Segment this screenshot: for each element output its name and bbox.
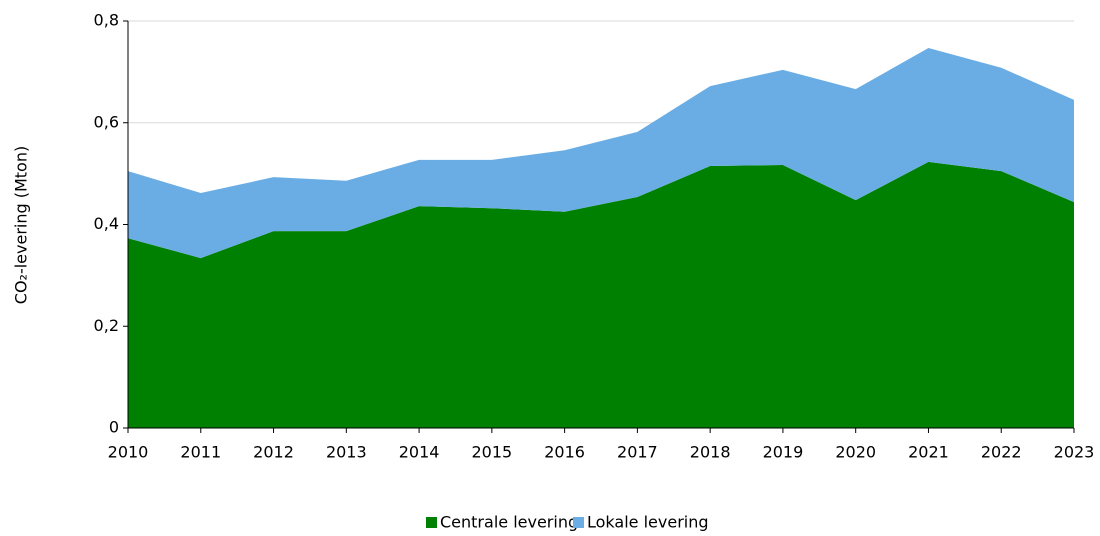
legend-swatch — [573, 517, 584, 528]
x-tick-label: 2022 — [981, 443, 1022, 462]
area — [128, 161, 1074, 428]
x-tick-label: 2015 — [471, 443, 512, 462]
legend-label: Lokale levering — [587, 513, 709, 532]
legend-swatch — [426, 517, 437, 528]
x-tick-label: 2020 — [835, 443, 876, 462]
x-tick-label: 2016 — [544, 443, 585, 462]
y-tick-label: 0,4 — [94, 214, 119, 233]
x-tick-label: 2018 — [690, 443, 731, 462]
legend-label: Centrale levering — [440, 513, 578, 532]
y-tick-label: 0,2 — [94, 316, 119, 335]
x-tick-label: 2017 — [617, 443, 658, 462]
x-tick-label: 2021 — [908, 443, 949, 462]
area — [128, 47, 1074, 259]
x-tick-label: 2012 — [253, 443, 294, 462]
x-tick-label: 2019 — [763, 443, 804, 462]
y-tick-label: 0 — [109, 418, 119, 437]
x-tick-label: 2011 — [180, 443, 221, 462]
x-tick-label: 2013 — [326, 443, 367, 462]
x-tick-label: 2014 — [399, 443, 440, 462]
y-tick-label: 0,6 — [94, 112, 119, 131]
y-axis-label: CO₂-levering (Mton) — [12, 146, 31, 304]
y-tick-label: 0,8 — [94, 11, 119, 30]
x-tick-label: 2023 — [1054, 443, 1095, 462]
x-tick-label: 2010 — [108, 443, 149, 462]
